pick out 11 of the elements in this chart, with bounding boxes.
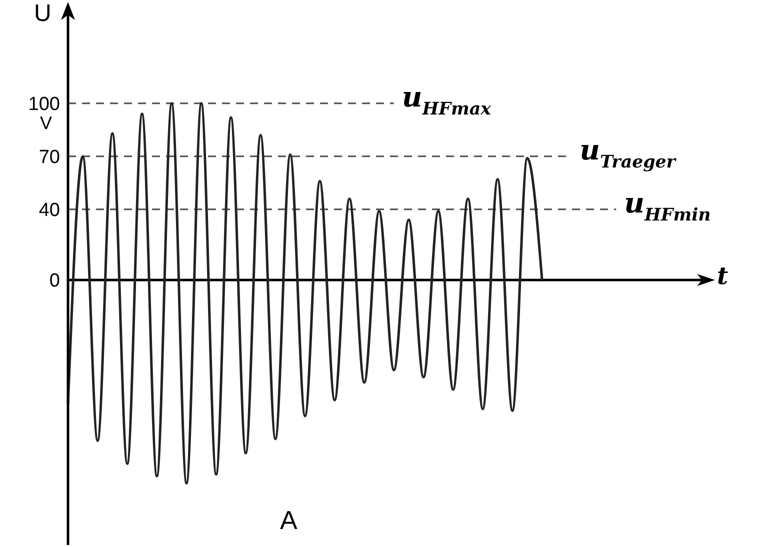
ref-line-label: u$_{Traeger}$ <box>580 134 678 172</box>
y-axis-title: U <box>34 0 52 28</box>
annotation: A <box>280 505 298 536</box>
y-tick-label: 0 <box>49 270 60 292</box>
ref-line-label: u$_{HFmax}$ <box>402 80 492 119</box>
y-tick-label: 40 <box>38 200 60 222</box>
ref-line-label: u$_{HFmin}$ <box>624 186 711 225</box>
y-tick-label: 100 <box>28 94 60 116</box>
x-axis-title: t <box>717 261 728 290</box>
y-tick-label: 70 <box>38 147 60 168</box>
text: V <box>40 113 52 134</box>
